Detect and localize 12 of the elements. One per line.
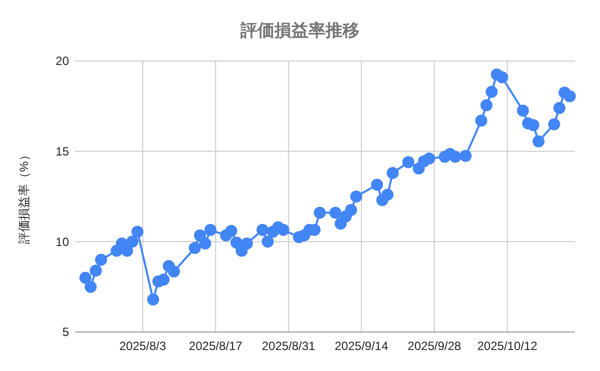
x-tick-label: 2025/8/17: [188, 339, 243, 353]
y-tick-label: 10: [56, 234, 70, 249]
x-tick-label: 2025/9/14: [334, 339, 388, 353]
chart-title: 評価損益率推移: [240, 21, 360, 40]
x-tick-label: 2025/9/28: [408, 339, 462, 353]
y-tick-label: 5: [62, 325, 70, 340]
y-tick-label: 20: [56, 54, 70, 68]
x-tick-label: 2025/10/12: [477, 339, 538, 353]
x-tick-label: 2025/8/31: [262, 339, 316, 353]
y-axis-title: 評価損益率（%）: [17, 149, 31, 244]
x-tick-label: 2025/8/3: [119, 339, 166, 353]
y-tick-label: 15: [56, 144, 70, 159]
